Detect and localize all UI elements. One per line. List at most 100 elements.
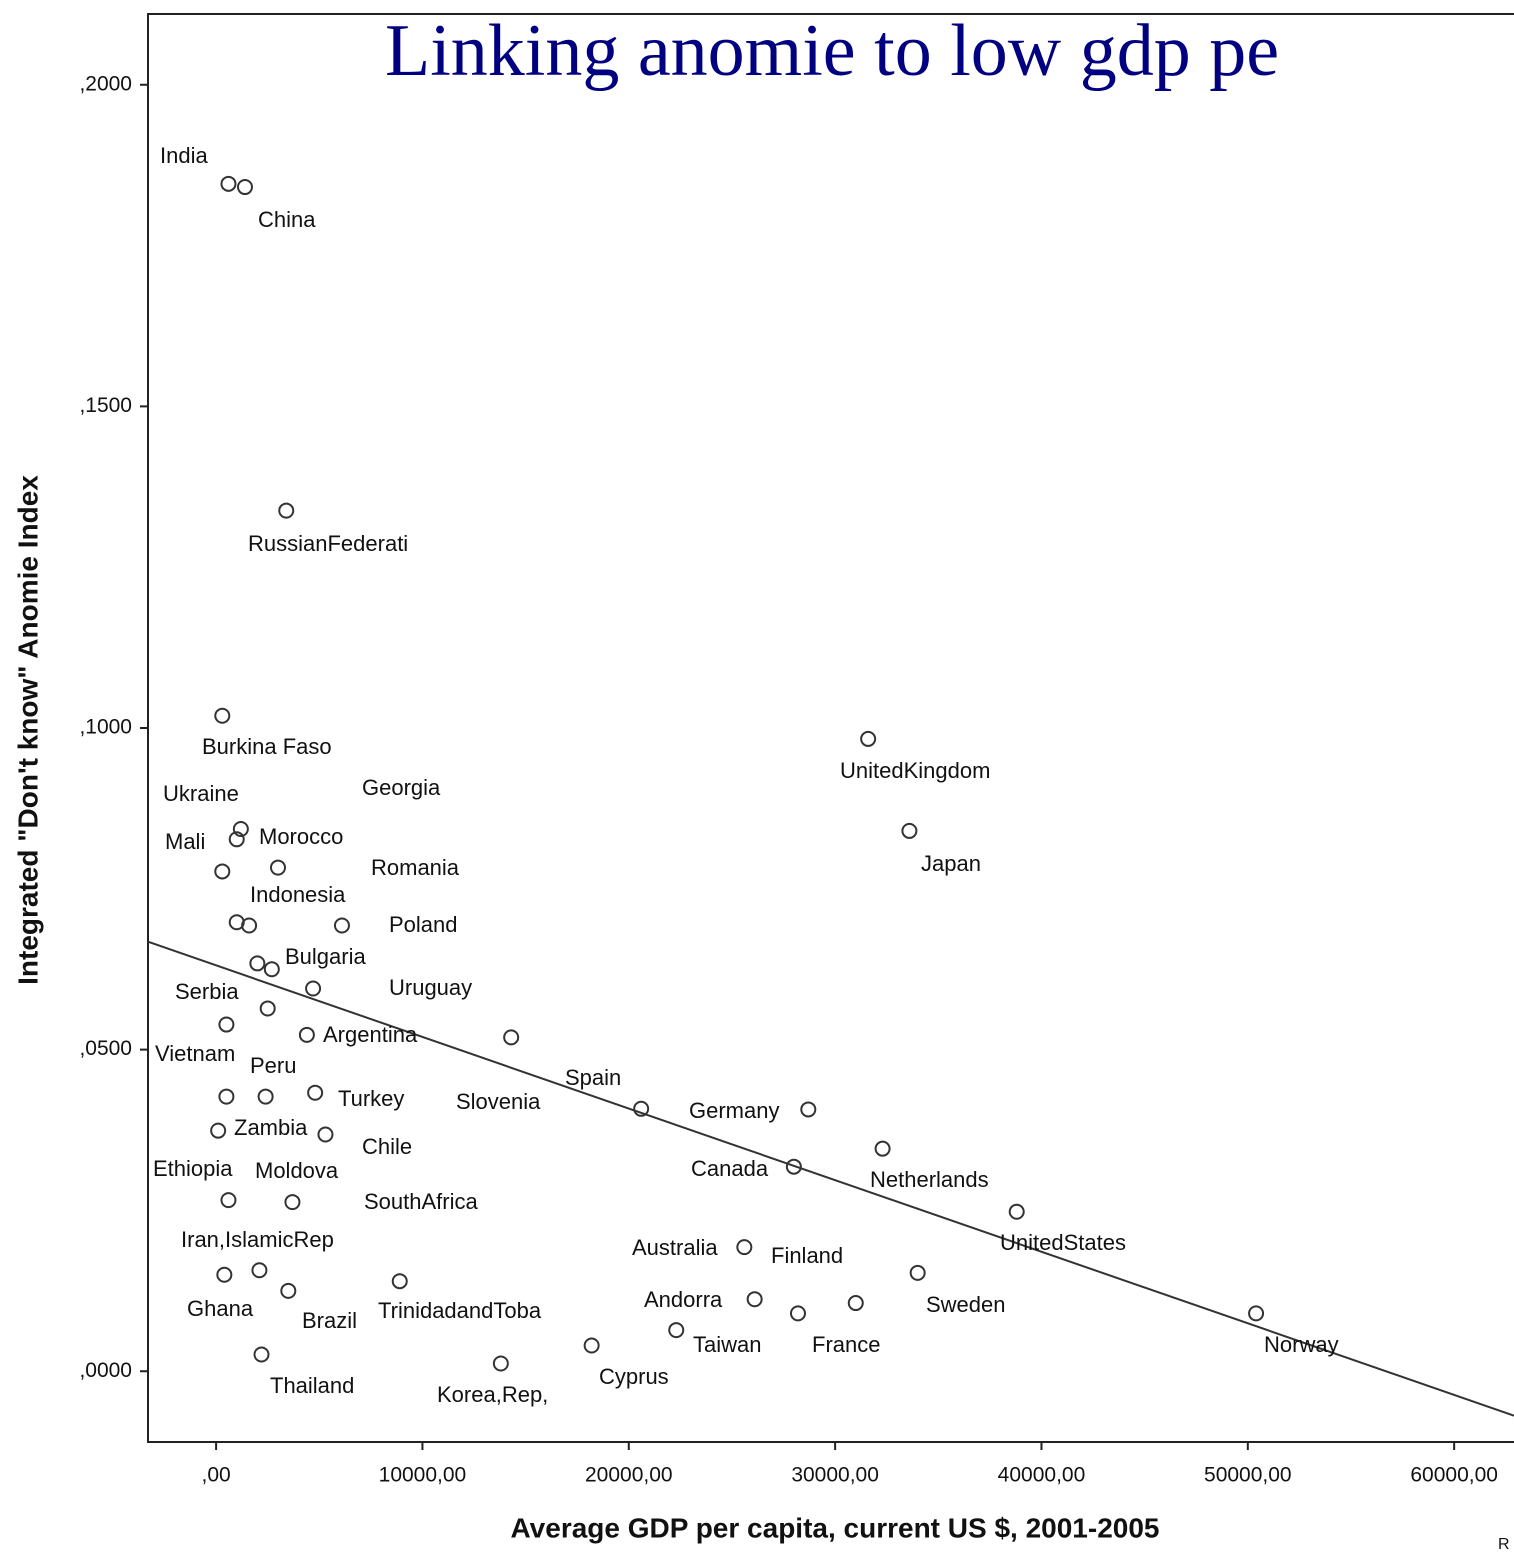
point-label: Ukraine xyxy=(163,781,239,806)
point-label: SouthAfrica xyxy=(364,1189,478,1214)
point-label: Zambia xyxy=(234,1115,308,1140)
point-label: Taiwan xyxy=(693,1332,761,1357)
x-tick-label: 50000,00 xyxy=(1204,1464,1292,1487)
point xyxy=(214,707,231,724)
point xyxy=(785,1158,802,1175)
point-label: Netherlands xyxy=(870,1167,989,1192)
point-label: India xyxy=(160,143,208,168)
point xyxy=(263,961,280,978)
point-label: RussianFederati xyxy=(248,531,408,556)
point-label: Sweden xyxy=(926,1292,1006,1317)
point-label: Poland xyxy=(389,912,458,937)
point xyxy=(668,1322,685,1339)
point xyxy=(391,1273,408,1290)
point xyxy=(220,1192,237,1209)
point xyxy=(305,980,322,997)
point-label: Cyprus xyxy=(599,1364,669,1389)
x-axis-label: Average GDP per capita, current US $, 20… xyxy=(511,1512,1160,1543)
point xyxy=(503,1029,520,1046)
point xyxy=(1248,1305,1265,1322)
point xyxy=(236,179,253,196)
point-label: Slovenia xyxy=(456,1089,541,1114)
point xyxy=(257,1088,274,1105)
point-label: Spain xyxy=(565,1065,621,1090)
point-label: TrinidadandToba xyxy=(378,1298,542,1323)
chart-title: Linking anomie to low gdp pe xyxy=(385,10,1279,92)
point-label: France xyxy=(812,1332,880,1357)
point-label: Burkina Faso xyxy=(202,734,332,759)
point-label: Peru xyxy=(250,1053,296,1078)
point xyxy=(847,1295,864,1312)
point xyxy=(874,1140,891,1157)
point-label: Indonesia xyxy=(250,882,346,907)
point-label: Germany xyxy=(689,1098,779,1123)
y-tick-label: ,2000 xyxy=(79,72,132,95)
point xyxy=(251,1262,268,1279)
point xyxy=(298,1026,315,1043)
point xyxy=(909,1264,926,1281)
point-label: Japan xyxy=(921,851,981,876)
point xyxy=(901,822,918,839)
point xyxy=(317,1126,334,1143)
point xyxy=(492,1355,509,1372)
point-label: Ethiopia xyxy=(153,1156,233,1181)
point-label: Bulgaria xyxy=(285,944,366,969)
x-tick-label: ,00 xyxy=(201,1464,230,1487)
point xyxy=(284,1194,301,1211)
point-label: Romania xyxy=(371,855,460,880)
point xyxy=(249,955,266,972)
y-tick-label: ,0000 xyxy=(79,1359,132,1382)
point-label: UnitedStates xyxy=(1000,1230,1126,1255)
point xyxy=(280,1282,297,1299)
point xyxy=(633,1100,650,1117)
point xyxy=(860,730,877,747)
point-label: Andorra xyxy=(644,1287,723,1312)
point-label: Uruguay xyxy=(389,975,472,1000)
point-label: China xyxy=(258,207,316,232)
point xyxy=(278,502,295,519)
point-label: Turkey xyxy=(338,1086,404,1111)
point xyxy=(333,917,350,934)
x-tick-label: 20000,00 xyxy=(585,1464,673,1487)
y-tick-label: ,1500 xyxy=(79,394,132,417)
point xyxy=(1008,1203,1025,1220)
y-tick-label: ,0500 xyxy=(79,1037,132,1060)
point-label: Australia xyxy=(632,1235,718,1260)
y-tick-label: ,1000 xyxy=(79,716,132,739)
point xyxy=(746,1291,763,1308)
point-label: Brazil xyxy=(302,1308,357,1333)
point-label: Morocco xyxy=(259,824,343,849)
point-label: Finland xyxy=(771,1243,843,1268)
point xyxy=(269,859,286,876)
point xyxy=(220,175,237,192)
point-label: Georgia xyxy=(362,775,441,800)
plot-frame xyxy=(147,13,1514,1443)
point-label: Norway xyxy=(1264,1332,1339,1357)
point xyxy=(218,1016,235,1033)
point-label: UnitedKingdom xyxy=(840,758,990,783)
point xyxy=(232,820,249,837)
point xyxy=(736,1239,753,1256)
point xyxy=(216,1266,233,1283)
point xyxy=(800,1101,817,1118)
point xyxy=(218,1088,235,1105)
point xyxy=(210,1122,227,1139)
point xyxy=(253,1346,270,1363)
point-label: Mali xyxy=(165,829,205,854)
point xyxy=(228,831,245,848)
x-tick-label: 10000,00 xyxy=(379,1464,467,1487)
point-label: Korea,Rep, xyxy=(437,1382,548,1407)
point xyxy=(307,1084,324,1101)
point-label: Thailand xyxy=(270,1373,354,1398)
point-label: Serbia xyxy=(175,979,239,1004)
point xyxy=(583,1337,600,1354)
fit-line xyxy=(147,940,1514,1417)
annotation: R xyxy=(1498,1536,1510,1552)
point-label: Vietnam xyxy=(155,1041,235,1066)
point xyxy=(214,863,231,880)
point-label: Ghana xyxy=(187,1296,254,1321)
point xyxy=(259,1000,276,1017)
point-label: Argentina xyxy=(323,1022,418,1047)
point xyxy=(241,917,258,934)
